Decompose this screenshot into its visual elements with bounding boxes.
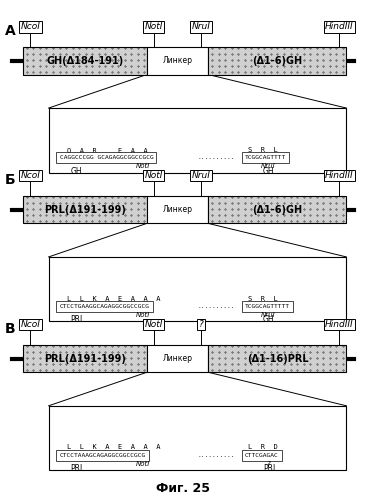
- Text: NruI: NruI: [192, 22, 210, 31]
- Text: NcoI: NcoI: [20, 171, 40, 180]
- Text: Линкер: Линкер: [163, 56, 193, 65]
- Text: ..........: ..........: [198, 155, 235, 160]
- Text: В: В: [5, 322, 16, 336]
- Text: HindIII: HindIII: [325, 22, 354, 31]
- Text: Линкер: Линкер: [163, 354, 193, 363]
- Text: NotI: NotI: [136, 312, 150, 318]
- Text: GH(Δ184-191): GH(Δ184-191): [46, 56, 124, 66]
- Text: А: А: [5, 24, 16, 38]
- Text: ?: ?: [199, 320, 203, 329]
- FancyBboxPatch shape: [208, 345, 347, 372]
- Text: TCGGCAGTTTT: TCGGCAGTTTT: [245, 155, 286, 160]
- Text: NotI: NotI: [145, 22, 163, 31]
- FancyBboxPatch shape: [49, 257, 347, 321]
- Text: Фиг. 25: Фиг. 25: [156, 482, 210, 495]
- Text: PRL(Δ191-199): PRL(Δ191-199): [44, 354, 126, 364]
- Text: GH: GH: [263, 167, 274, 176]
- Text: PRL: PRL: [70, 315, 85, 324]
- Text: CTCCTAAAGCAGAGGCGGCCGCG: CTCCTAAAGCAGAGGCGGCCGCG: [60, 453, 146, 458]
- Text: NotI: NotI: [145, 171, 163, 180]
- Text: GH: GH: [70, 167, 82, 176]
- Text: L  R  D: L R D: [249, 445, 278, 451]
- Text: (Δ1-16)PRL: (Δ1-16)PRL: [247, 354, 308, 364]
- FancyBboxPatch shape: [208, 47, 347, 74]
- Text: S  R  L: S R L: [249, 295, 278, 301]
- Text: CTCCTGAAGGCAGAGGCGGCCGCG: CTCCTGAAGGCAGAGGCGGCCGCG: [60, 304, 149, 309]
- Text: ..........: ..........: [198, 453, 235, 458]
- Text: HindIII: HindIII: [325, 320, 354, 329]
- Text: NruI: NruI: [261, 163, 276, 169]
- Text: NcoI: NcoI: [20, 22, 40, 31]
- FancyBboxPatch shape: [147, 47, 208, 74]
- Text: PRL: PRL: [70, 465, 85, 474]
- Text: NruI: NruI: [192, 171, 210, 180]
- Text: S  R  L: S R L: [249, 147, 278, 153]
- Text: NotI: NotI: [145, 320, 163, 329]
- Text: PRL: PRL: [263, 465, 277, 474]
- FancyBboxPatch shape: [23, 345, 147, 372]
- FancyBboxPatch shape: [49, 108, 347, 173]
- Text: Q  A  R     E  A  A: Q A R E A A: [67, 147, 147, 153]
- FancyBboxPatch shape: [208, 196, 347, 224]
- Text: ..........: ..........: [198, 304, 235, 309]
- Text: Линкер: Линкер: [163, 205, 193, 214]
- Text: Б: Б: [5, 173, 16, 187]
- Text: ?: ?: [266, 461, 270, 467]
- Text: NotI: NotI: [136, 461, 150, 467]
- FancyBboxPatch shape: [23, 47, 147, 74]
- FancyBboxPatch shape: [23, 196, 147, 224]
- Text: TCGGCAGTTTTT: TCGGCAGTTTTT: [245, 304, 290, 309]
- Text: NruI: NruI: [261, 312, 276, 318]
- Text: HindIII: HindIII: [325, 171, 354, 180]
- FancyBboxPatch shape: [49, 406, 347, 471]
- Text: (Δ1-6)GH: (Δ1-6)GH: [253, 205, 303, 215]
- Text: CTTCGAGAC: CTTCGAGAC: [245, 453, 279, 458]
- Text: L  L  K  A  E  A  A  A: L L K A E A A A: [67, 445, 160, 451]
- Text: PRL(Δ191-199): PRL(Δ191-199): [44, 205, 126, 215]
- Text: CAGGCCCGG GCAGAGGCGGCCGCG: CAGGCCCGG GCAGAGGCGGCCGCG: [60, 155, 153, 160]
- FancyBboxPatch shape: [147, 196, 208, 224]
- Text: (Δ1-6)GH: (Δ1-6)GH: [253, 56, 303, 66]
- Text: GH: GH: [263, 315, 274, 324]
- Text: NcoI: NcoI: [20, 320, 40, 329]
- FancyBboxPatch shape: [147, 345, 208, 372]
- Text: L  L  K  A  E  A  A  A: L L K A E A A A: [67, 295, 160, 301]
- Text: NotI: NotI: [136, 163, 150, 169]
